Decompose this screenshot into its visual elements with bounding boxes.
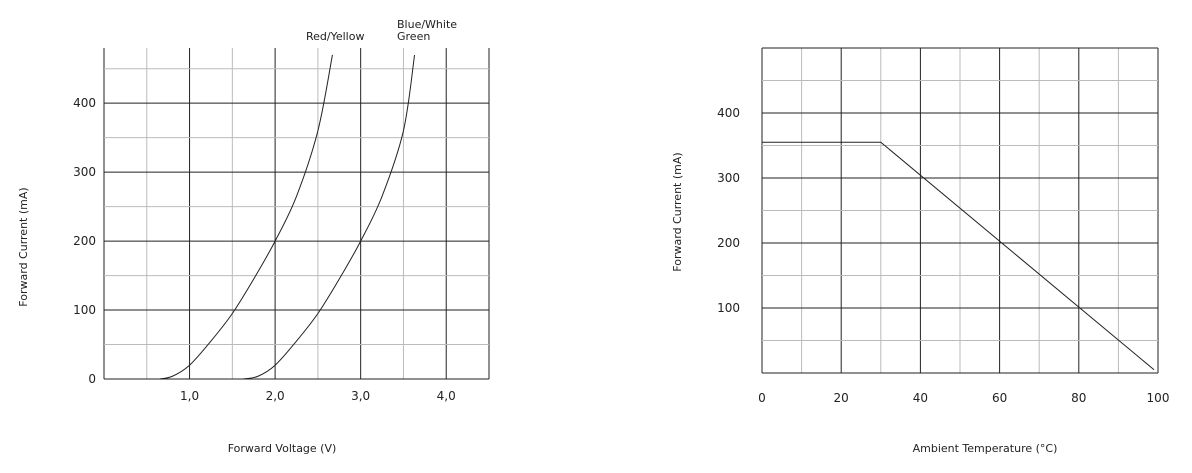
y-tick-label: 400 <box>717 106 740 120</box>
forward-voltage-series: Red/Yellow Blue/White Green <box>159 18 457 380</box>
x-tick-label: 60 <box>992 391 1007 405</box>
y-tick-label: 100 <box>717 301 740 315</box>
x-tick-label: 3,0 <box>351 389 370 403</box>
x-tick-label: 0 <box>758 391 766 405</box>
x-tick-label: 100 <box>1147 391 1170 405</box>
y-tick-label: 200 <box>717 236 740 250</box>
y-tick-label: 100 <box>73 303 96 317</box>
forward-voltage-chart: Red/Yellow Blue/White Green 1,0 2,0 3,0 4,0 0… <box>17 18 490 455</box>
y-tick-label: 300 <box>73 165 96 179</box>
y-tick-label: 300 <box>717 171 740 185</box>
ambient-temperature-series <box>762 141 1155 371</box>
series-line <box>243 54 416 380</box>
forward-voltage-y-ticks: 0 100 200 300 400 <box>73 96 96 386</box>
series-label: Blue/White Green <box>397 18 457 43</box>
x-tick-label: 4,0 <box>437 389 456 403</box>
forward-voltage-y-axis-label: Forward Current (mA) <box>17 187 30 306</box>
y-tick-label: 400 <box>73 96 96 110</box>
x-tick-label: 1,0 <box>180 389 199 403</box>
x-tick-label: 20 <box>834 391 849 405</box>
x-tick-label: 40 <box>913 391 928 405</box>
x-tick-label: 2,0 <box>266 389 285 403</box>
y-tick-label: 0 <box>88 372 96 386</box>
ambient-temperature-y-ticks: 100 200 300 400 <box>717 106 740 315</box>
forward-voltage-x-axis-label: Forward Voltage (V) <box>228 442 337 455</box>
y-tick-label: 200 <box>73 234 96 248</box>
series-label: Red/Yellow <box>306 30 364 43</box>
ambient-temperature-x-axis-label: Ambient Temperature (°C) <box>913 442 1058 455</box>
ambient-temperature-y-axis-label: Forward Current (mA) <box>671 152 684 271</box>
series-line <box>762 141 1155 371</box>
forward-voltage-grid <box>103 48 490 380</box>
ambient-temperature-chart: 0 20 40 60 80 100 100 200 300 400 Ambient Temper… <box>671 47 1169 455</box>
ambient-temperature-grid <box>761 47 1159 374</box>
x-tick-label: 80 <box>1071 391 1086 405</box>
forward-voltage-x-ticks: 1,0 2,0 3,0 4,0 <box>180 389 456 403</box>
ambient-temperature-x-ticks: 0 20 40 60 80 100 <box>758 391 1169 405</box>
series-line <box>159 54 333 380</box>
